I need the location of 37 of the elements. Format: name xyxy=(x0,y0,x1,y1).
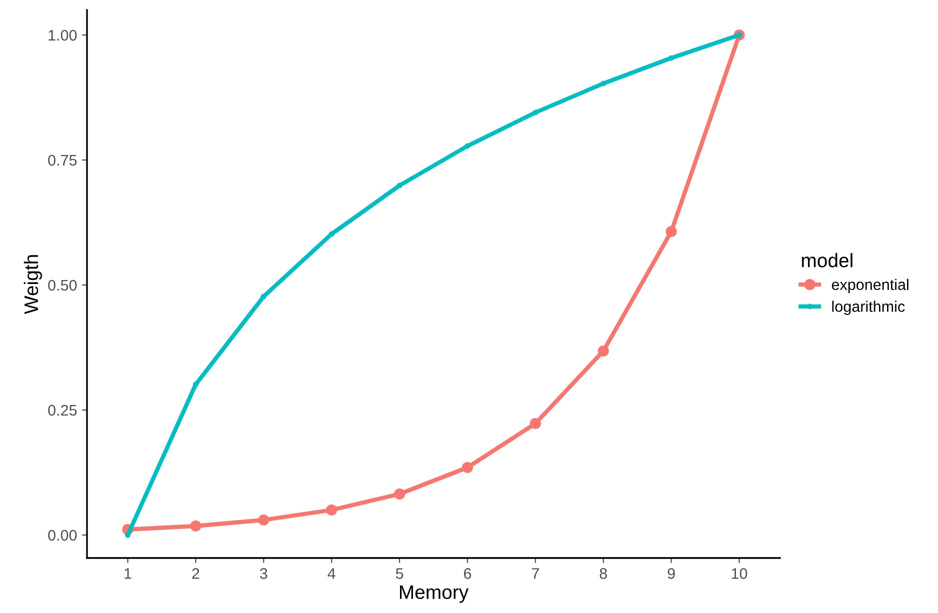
x-tick-label: 7 xyxy=(532,568,539,579)
point xyxy=(260,294,266,300)
legend-label: logarithmic xyxy=(832,300,905,315)
point xyxy=(258,514,270,526)
point xyxy=(396,182,402,188)
y-tick-label: 0.25 xyxy=(48,404,77,416)
point xyxy=(326,504,338,516)
x-tick-label: 6 xyxy=(464,568,472,579)
point xyxy=(192,382,198,388)
x-tick-label: 8 xyxy=(600,568,607,579)
point xyxy=(598,345,609,357)
y-tick-label: 1.00 xyxy=(48,30,77,41)
y-tick-label: 0.75 xyxy=(48,154,77,166)
point xyxy=(668,55,674,61)
point xyxy=(530,418,541,430)
y-tick-label: 0.00 xyxy=(48,530,77,541)
legend-title: model xyxy=(802,253,852,268)
point xyxy=(666,226,677,238)
x-tick-label: 3 xyxy=(260,568,268,579)
y-tick-label: 0.50 xyxy=(48,280,77,291)
point xyxy=(462,462,474,474)
point xyxy=(600,80,606,86)
x-axis-title: Memory xyxy=(400,585,469,603)
x-tick-label: 9 xyxy=(668,568,675,579)
point xyxy=(328,231,334,237)
x-tick-label: 5 xyxy=(396,568,404,579)
x-tick-label: 1 xyxy=(124,568,132,579)
x-tick-label: 2 xyxy=(192,568,200,579)
y-axis-title: Weigth xyxy=(24,255,42,314)
point xyxy=(394,488,406,500)
legend-label: exponential xyxy=(832,278,908,294)
point xyxy=(124,532,131,538)
x-tick-label: 10 xyxy=(732,568,748,579)
x-tick-label: 4 xyxy=(328,568,336,579)
point xyxy=(464,143,470,149)
point xyxy=(532,110,538,116)
point xyxy=(190,520,202,532)
